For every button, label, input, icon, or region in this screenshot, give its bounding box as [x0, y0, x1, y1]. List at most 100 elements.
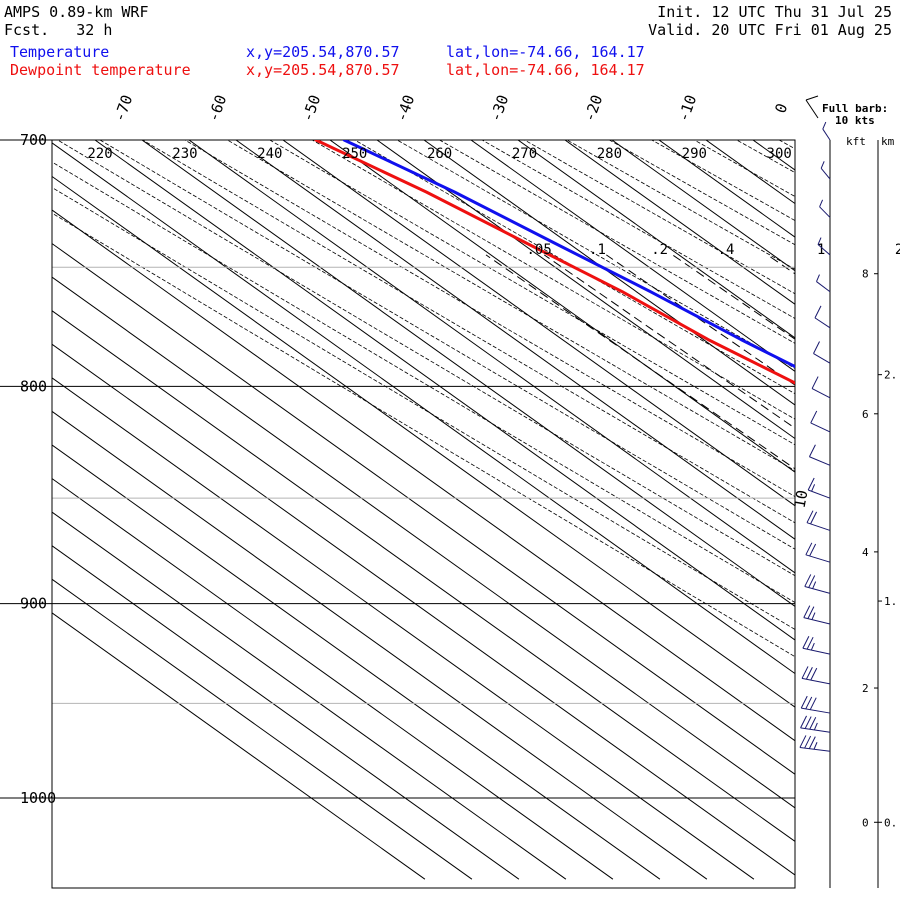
height-axis: kft km 8 6 4 2 0 2. 1. 0. [846, 135, 897, 888]
temperature-profile [342, 140, 795, 369]
isotherm--20 [611, 140, 795, 272]
wind-barb-staff [801, 707, 831, 714]
wind-barb-full [811, 376, 819, 389]
barb-key-staff [805, 99, 819, 119]
wind-barb-full [814, 305, 822, 319]
legend-temperature-latlon: lat,lon=-74.66, 164.17 [446, 43, 645, 61]
isotherm--60 [235, 140, 795, 540]
dry-adiabat-label-240: 240 [257, 146, 282, 162]
wind-barb-staff [802, 647, 831, 655]
isotherm-label-0: 0 [771, 101, 791, 116]
wind-barb [819, 199, 831, 218]
mixing-ratio-line-3 [894, 255, 900, 879]
dry-adiabat-265 [481, 140, 795, 319]
plot-frame [51, 139, 796, 889]
valid-time: Valid. 20 UTC Fri 01 Aug 25 [648, 21, 892, 39]
isotherm--45 [376, 140, 795, 440]
dry-adiabats [52, 127, 900, 879]
wind-barb [800, 715, 831, 733]
wind-barb-half [813, 742, 818, 750]
wind-barb-full [809, 543, 817, 557]
dry-adiabat-250 [353, 140, 795, 395]
dry-adiabat-315 [883, 127, 900, 879]
legend-dewpoint-latlon: lat,lon=-74.66, 164.17 [446, 61, 645, 79]
dry-adiabat-200 [52, 212, 795, 658]
isotherm-label--10: -10 [674, 92, 700, 124]
mixing-ratio-label-.4: .4 [718, 242, 735, 258]
wind-barb-staff [809, 456, 831, 466]
km-tick-label: 2. [884, 369, 897, 382]
kft-tick-label: 0 [862, 816, 869, 829]
dry-adiabat-235 [226, 140, 795, 472]
dry-adiabat-285 [650, 140, 795, 222]
wind-barb-full [809, 697, 817, 710]
wind-barb [808, 444, 831, 466]
wind-barb [816, 274, 831, 293]
wind-barb-full [803, 605, 811, 618]
sounding-profiles [314, 140, 795, 385]
wind-barb-half [816, 274, 820, 282]
isotherm--130 [52, 477, 614, 880]
wind-barb-staff [816, 281, 831, 293]
wind-barb [814, 305, 831, 329]
mixing-ratio-label-.1: .1 [589, 242, 606, 258]
wind-barb-full [802, 636, 810, 649]
isotherm--115 [52, 377, 755, 880]
wind-barb-full [804, 735, 812, 749]
dry-adiabat-label-220: 220 [87, 146, 112, 162]
isotherm-label--60: -60 [204, 92, 230, 124]
wind-barb-staff [820, 168, 831, 180]
init-time: Init. 12 UTC Thu 31 Jul 25 [657, 3, 892, 21]
wind-barb-full [806, 636, 814, 650]
wind-barb-staff [810, 422, 831, 433]
dry-adiabat-275 [566, 140, 795, 270]
mixing-ratio-label-1: 1 [817, 242, 825, 258]
wind-barb-staff [822, 128, 831, 141]
wind-barb-half [811, 612, 816, 620]
isotherm--80 [52, 142, 795, 675]
dry-adiabat-270 [523, 140, 795, 295]
fcst-label: Fcst. [4, 21, 50, 39]
wind-barb-staff [804, 585, 831, 594]
wind-barb-full [804, 574, 812, 587]
wind-barb-half [822, 121, 827, 130]
wind-barb [806, 510, 831, 531]
wind-barb [802, 636, 831, 655]
isotherm--125 [52, 444, 661, 880]
wind-barb-full [808, 575, 816, 588]
barb-key-line2: 10 kts [835, 114, 875, 127]
dry-adiabat-label-280: 280 [597, 146, 622, 162]
wind-barb-half [810, 642, 815, 651]
dry-adiabat-210 [52, 161, 795, 603]
kft-tick-label: 6 [862, 408, 869, 421]
isotherm--105 [52, 310, 795, 843]
dry-adiabat-220 [99, 140, 795, 550]
isotherm--135 [52, 511, 567, 880]
wind-barb-half [817, 237, 822, 245]
isotherm--100 [52, 276, 795, 809]
dry-adiabat-label-270: 270 [512, 146, 537, 162]
mixing-ratio-label-2: 2 [895, 242, 900, 258]
wind-barb [810, 410, 831, 433]
isotherm-label-side: 10 [791, 489, 812, 510]
wind-barb-half [819, 199, 824, 208]
wind-barb-full [800, 695, 808, 709]
wind-barb-half [812, 581, 817, 589]
dewpoint-profile [314, 140, 795, 385]
wind-barb-full [801, 666, 809, 679]
isotherm--75 [94, 140, 795, 641]
pressure-label-1000: 1000 [20, 789, 56, 807]
isotherm--90 [52, 209, 795, 742]
isotherm--95 [52, 242, 795, 775]
wind-barb-staff [819, 206, 831, 218]
wind-barb-full [799, 735, 807, 748]
mixing-ratio-label-.2: .2 [651, 242, 668, 258]
wind-barb-full [809, 717, 817, 730]
wind-barb [807, 477, 831, 499]
wind-barb-full [813, 341, 820, 354]
isotherm--120 [52, 410, 708, 880]
isotherm--65 [188, 140, 795, 574]
pressure-label-700: 700 [20, 131, 47, 149]
wind-barb [811, 376, 831, 399]
